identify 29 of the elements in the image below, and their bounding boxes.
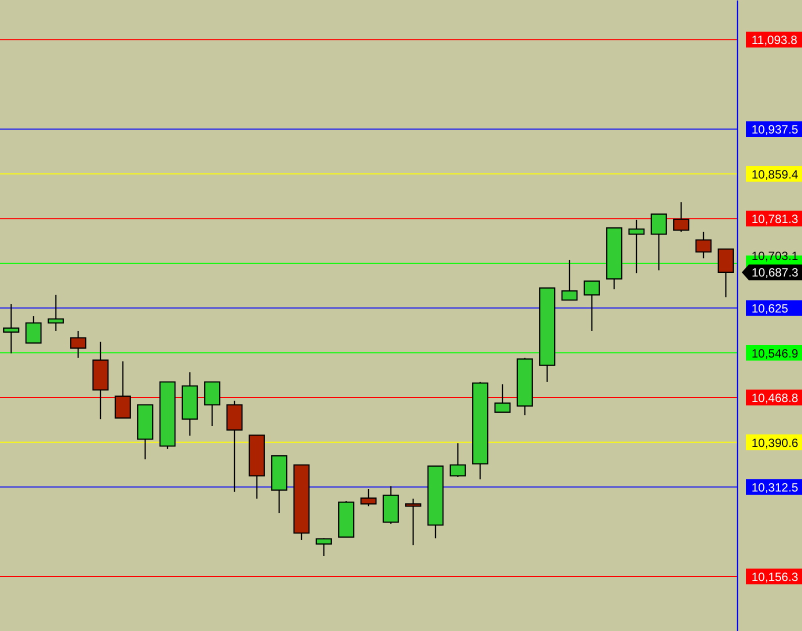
candlestick xyxy=(584,280,600,332)
candlestick xyxy=(673,202,690,232)
ref-line-label: 10,781.3 xyxy=(752,212,799,226)
ref-line-label: 10,156.3 xyxy=(752,570,799,584)
candlestick xyxy=(405,498,422,546)
ref-line-label: 10,859.4 xyxy=(752,167,799,182)
text: 10,687.3 xyxy=(752,265,799,280)
ref-line-label: 10,312.5 xyxy=(752,480,799,494)
ref-line-label: 10,390.6 xyxy=(752,436,799,450)
candlestick xyxy=(70,330,86,358)
ref-line-label: 10,625 xyxy=(752,302,789,316)
candlestick xyxy=(3,303,20,354)
candlestick xyxy=(450,442,466,478)
candlestick xyxy=(204,381,220,427)
candlestick xyxy=(628,219,645,274)
candlestick xyxy=(316,538,332,557)
candlestick xyxy=(25,315,42,344)
candlestick xyxy=(494,384,511,413)
ref-line-label: 10,937.5 xyxy=(752,122,799,137)
candlestick xyxy=(114,360,131,419)
candlestick xyxy=(360,488,377,507)
candlestick xyxy=(695,231,712,259)
candlestick xyxy=(48,294,64,332)
ref-line-label: 11,093.8 xyxy=(752,33,798,48)
candlestick xyxy=(650,214,667,271)
ref-line-label: 10,546.9 xyxy=(752,346,799,360)
candlestick xyxy=(561,259,578,301)
candlestick xyxy=(718,248,734,298)
ref-line-label: 10,468.8 xyxy=(752,391,799,406)
